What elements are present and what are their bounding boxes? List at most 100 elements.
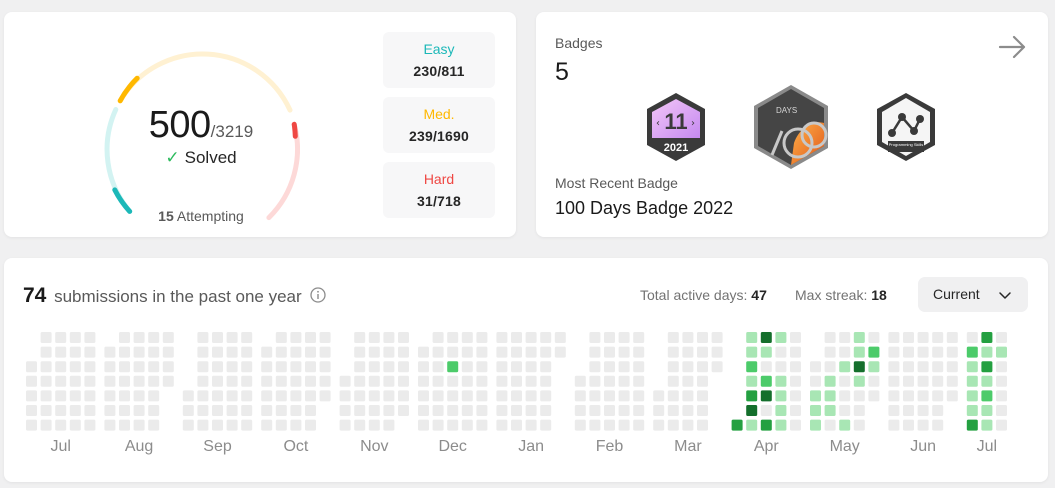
heatmap-day-cell[interactable] (447, 405, 459, 416)
heatmap-day-cell[interactable] (476, 375, 488, 387)
heatmap-day-cell[interactable] (398, 332, 409, 343)
heatmap-day-cell[interactable] (888, 390, 900, 402)
heatmap-day-cell[interactable] (653, 419, 665, 431)
heatmap-day-cell[interactable] (212, 361, 223, 373)
heatmap-day-cell[interactable] (69, 346, 81, 358)
heatmap-day-cell[interactable] (981, 390, 993, 402)
heatmap-day-cell[interactable] (133, 375, 145, 387)
heatmap-day-cell[interactable] (354, 375, 366, 387)
heatmap-day-cell[interactable] (917, 405, 929, 416)
heatmap-day-cell[interactable] (305, 390, 316, 402)
heatmap-day-cell[interactable] (447, 375, 459, 387)
heatmap-day-cell[interactable] (290, 346, 302, 358)
heatmap-day-cell[interactable] (604, 419, 615, 431)
heatmap-day-cell[interactable] (604, 361, 615, 373)
heatmap-day-cell[interactable] (305, 361, 316, 373)
heatmap-day-cell[interactable] (697, 419, 708, 431)
heatmap-day-cell[interactable] (760, 332, 772, 343)
heatmap-day-cell[interactable] (104, 346, 116, 358)
heatmap-day-cell[interactable] (760, 419, 772, 431)
heatmap-day-cell[interactable] (305, 405, 316, 416)
heatmap-day-cell[interactable] (104, 405, 116, 416)
heatmap-day-cell[interactable] (667, 361, 679, 373)
heatmap-day-cell[interactable] (574, 375, 586, 387)
heatmap-day-cell[interactable] (775, 419, 787, 431)
heatmap-day-cell[interactable] (226, 405, 238, 416)
heatmap-day-cell[interactable] (275, 361, 287, 373)
heatmap-day-cell[interactable] (119, 332, 130, 343)
heatmap-day-cell[interactable] (383, 405, 395, 416)
heatmap-day-cell[interactable] (305, 346, 316, 358)
heatmap-day-cell[interactable] (760, 405, 772, 416)
heatmap-day-cell[interactable] (824, 405, 836, 416)
heatmap-day-cell[interactable] (981, 332, 993, 343)
heatmap-day-cell[interactable] (697, 346, 708, 358)
heatmap-day-cell[interactable] (633, 419, 645, 431)
heatmap-day-cell[interactable] (368, 405, 380, 416)
heatmap-day-cell[interactable] (133, 346, 145, 358)
heatmap-day-cell[interactable] (760, 361, 772, 373)
heatmap-day-cell[interactable] (398, 361, 409, 373)
heatmap-day-cell[interactable] (618, 332, 630, 343)
heatmap-day-cell[interactable] (55, 332, 67, 343)
heatmap-day-cell[interactable] (775, 332, 787, 343)
programming-skills-badge-icon[interactable]: Programming Skills (874, 91, 938, 168)
heatmap-day-cell[interactable] (824, 375, 836, 387)
heatmap-day-cell[interactable] (903, 346, 914, 358)
heatmap-day-cell[interactable] (633, 375, 645, 387)
heatmap-day-cell[interactable] (496, 361, 508, 373)
heatmap-day-cell[interactable] (903, 361, 914, 373)
heatmap-day-cell[interactable] (275, 375, 287, 387)
heatmap-day-cell[interactable] (589, 346, 601, 358)
heatmap-day-cell[interactable] (633, 405, 645, 416)
heatmap-day-cell[interactable] (476, 405, 488, 416)
heatmap-day-cell[interactable] (653, 405, 665, 416)
heatmap-day-cell[interactable] (775, 390, 787, 402)
heatmap-day-cell[interactable] (133, 405, 145, 416)
heatmap-day-cell[interactable] (682, 332, 694, 343)
heatmap-day-cell[interactable] (290, 390, 302, 402)
heatmap-day-cell[interactable] (790, 361, 801, 373)
heatmap-day-cell[interactable] (148, 405, 160, 416)
heatmap-day-cell[interactable] (241, 419, 253, 431)
heatmap-day-cell[interactable] (305, 375, 316, 387)
heatmap-day-cell[interactable] (162, 361, 174, 373)
heatmap-day-cell[interactable] (197, 346, 209, 358)
heatmap-day-cell[interactable] (119, 405, 130, 416)
heatmap-day-cell[interactable] (275, 346, 287, 358)
heatmap-day-cell[interactable] (946, 375, 958, 387)
heatmap-day-cell[interactable] (618, 375, 630, 387)
heatmap-day-cell[interactable] (398, 390, 409, 402)
heatmap-day-cell[interactable] (119, 419, 130, 431)
heatmap-day-cell[interactable] (996, 390, 1007, 402)
heatmap-day-cell[interactable] (868, 332, 880, 343)
heatmap-day-cell[interactable] (226, 332, 238, 343)
heatmap-day-cell[interactable] (790, 332, 801, 343)
heatmap-day-cell[interactable] (667, 390, 679, 402)
heatmap-day-cell[interactable] (932, 375, 944, 387)
heatmap-day-cell[interactable] (888, 419, 900, 431)
heatmap-day-cell[interactable] (368, 419, 380, 431)
heatmap-day-cell[interactable] (461, 390, 473, 402)
heatmap-day-cell[interactable] (633, 390, 645, 402)
heatmap-day-cell[interactable] (746, 375, 758, 387)
heatmap-day-cell[interactable] (525, 375, 537, 387)
heatmap-day-cell[interactable] (554, 332, 566, 343)
heatmap-day-cell[interactable] (525, 405, 537, 416)
heatmap-day-cell[interactable] (241, 332, 253, 343)
heatmap-day-cell[interactable] (40, 419, 52, 431)
heatmap-day-cell[interactable] (133, 390, 145, 402)
heatmap-day-cell[interactable] (241, 361, 253, 373)
heatmap-day-cell[interactable] (197, 390, 209, 402)
heatmap-day-cell[interactable] (383, 361, 395, 373)
heatmap-day-cell[interactable] (839, 361, 851, 373)
heatmap-day-cell[interactable] (447, 361, 459, 373)
heatmap-day-cell[interactable] (432, 375, 444, 387)
heatmap-day-cell[interactable] (476, 390, 488, 402)
heatmap-day-cell[interactable] (633, 361, 645, 373)
heatmap-day-cell[interactable] (368, 390, 380, 402)
heatmap-day-cell[interactable] (853, 361, 865, 373)
heatmap-day-cell[interactable] (511, 405, 522, 416)
heatmap-day-cell[interactable] (824, 332, 836, 343)
heatmap-day-cell[interactable] (511, 361, 522, 373)
